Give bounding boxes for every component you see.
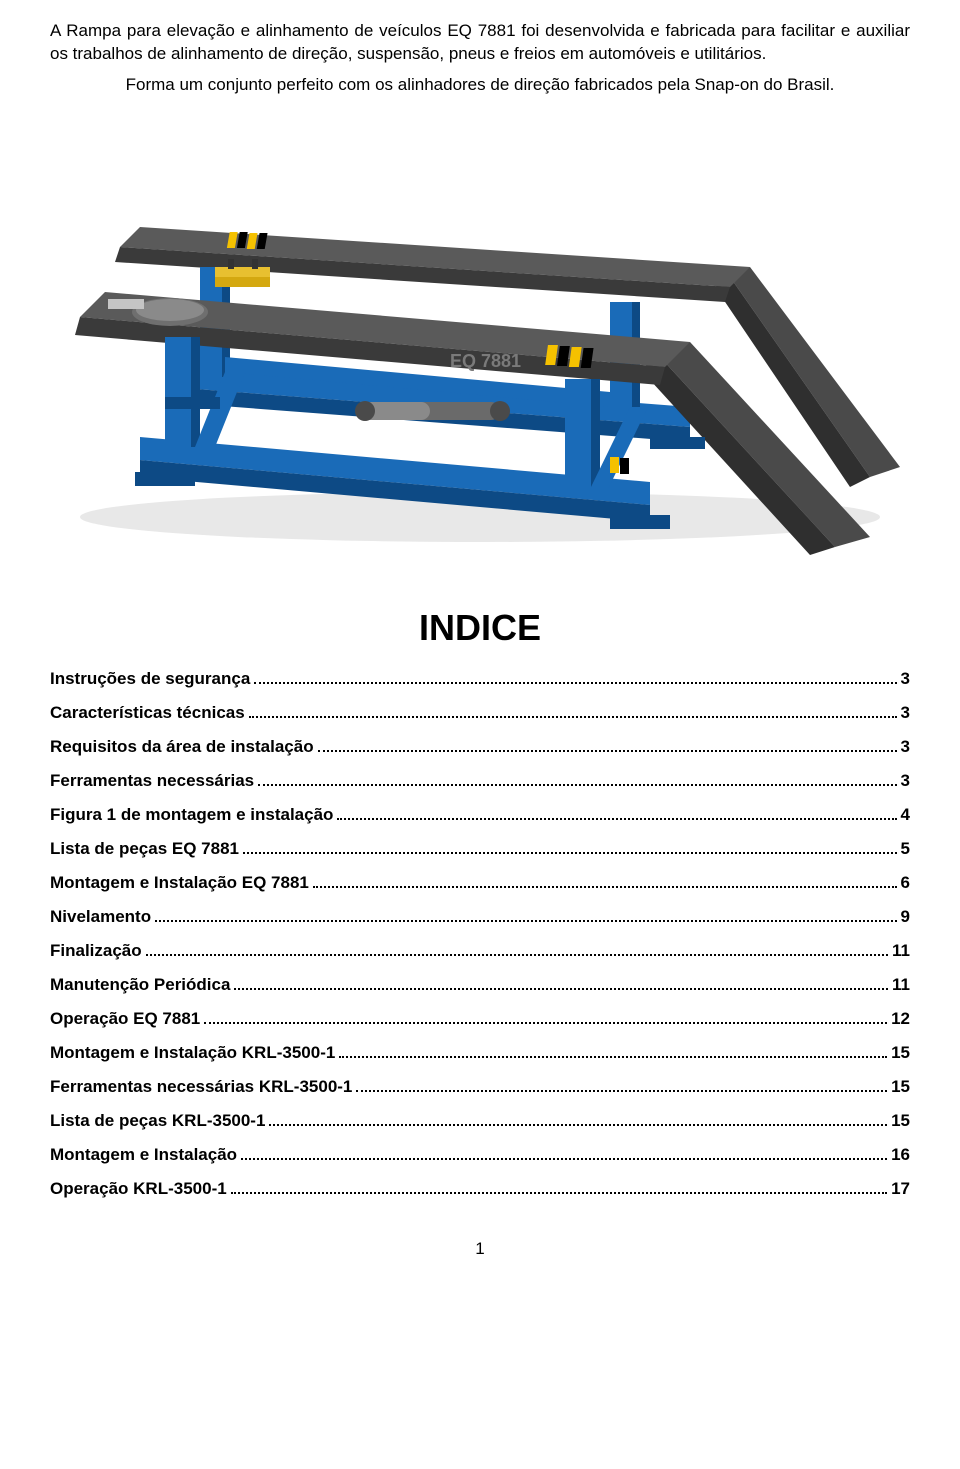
toc-entry: Montagem e Instalação KRL-3500-1 15 [50,1043,910,1063]
toc-dots [258,784,896,786]
toc-entry: Nivelamento 9 [50,907,910,927]
toc-entry: Requisitos da área de instalação 3 [50,737,910,757]
toc-label: Figura 1 de montagem e instalação [50,805,333,825]
toc-label: Finalização [50,941,142,961]
toc-entry: Lista de peças EQ 7881 5 [50,839,910,859]
intro-paragraph-1: A Rampa para elevação e alinhamento de v… [50,20,910,66]
toc-label: Montagem e Instalação EQ 7881 [50,873,309,893]
toc-page: 3 [901,737,910,757]
toc-entry: Ferramentas necessárias 3 [50,771,910,791]
toc-dots [313,886,897,888]
toc-dots [243,852,897,854]
toc-entry: Operação EQ 7881 12 [50,1009,910,1029]
toc-dots [234,988,888,990]
toc-entry: Montagem e Instalação EQ 7881 6 [50,873,910,893]
toc-page: 12 [891,1009,910,1029]
toc-entry: Lista de peças KRL-3500-1 15 [50,1111,910,1131]
toc-page: 11 [892,941,910,961]
toc-label: Manutenção Periódica [50,975,230,995]
toc-page: 15 [891,1111,910,1131]
toc-page: 3 [901,669,910,689]
intro-paragraph-2: Forma um conjunto perfeito com os alinha… [50,74,910,97]
toc-page: 15 [891,1077,910,1097]
toc-page: 9 [901,907,910,927]
toc-label: Nivelamento [50,907,151,927]
toc-dots [269,1124,887,1126]
toc-label: Operação KRL-3500-1 [50,1179,227,1199]
toc-dots [249,716,897,718]
toc-entry: Manutenção Periódica 11 [50,975,910,995]
toc-label: Lista de peças EQ 7881 [50,839,239,859]
toc-page: 11 [892,975,910,995]
toc-label: Operação EQ 7881 [50,1009,200,1029]
toc-page: 5 [901,839,910,859]
toc-label: Montagem e Instalação KRL-3500-1 [50,1043,335,1063]
toc-entry: Montagem e Instalação 16 [50,1145,910,1165]
toc-label: Lista de peças KRL-3500-1 [50,1111,265,1131]
toc-page: 6 [901,873,910,893]
toc-entry: Ferramentas necessárias KRL-3500-1 15 [50,1077,910,1097]
toc-page: 16 [891,1145,910,1165]
toc-dots [231,1192,887,1194]
toc-dots [254,682,896,684]
toc-page: 15 [891,1043,910,1063]
page-number: 1 [50,1239,910,1259]
toc-dots [155,920,896,922]
toc-entry: Finalização 11 [50,941,910,961]
toc-entry: Figura 1 de montagem e instalação 4 [50,805,910,825]
toc-page: 17 [891,1179,910,1199]
toc-page: 3 [901,771,910,791]
toc-entry: Instruções de segurança 3 [50,669,910,689]
toc-label: Ferramentas necessárias [50,771,254,791]
toc-dots [241,1158,887,1160]
table-of-contents: Instruções de segurança 3 Característica… [50,669,910,1199]
toc-dots [356,1090,887,1092]
indice-title: INDICE [50,607,910,649]
toc-label: Montagem e Instalação [50,1145,237,1165]
toc-dots [339,1056,887,1058]
toc-entry: Características técnicas 3 [50,703,910,723]
svg-text:EQ 7881: EQ 7881 [450,351,521,371]
toc-label: Requisitos da área de instalação [50,737,314,757]
toc-page: 4 [901,805,910,825]
toc-page: 3 [901,703,910,723]
toc-dots [204,1022,887,1024]
product-illustration: EQ 7881 [50,117,910,557]
toc-label: Instruções de segurança [50,669,250,689]
toc-label: Características técnicas [50,703,245,723]
toc-dots [318,750,897,752]
toc-label: Ferramentas necessárias KRL-3500-1 [50,1077,352,1097]
toc-dots [337,818,896,820]
toc-entry: Operação KRL-3500-1 17 [50,1179,910,1199]
toc-dots [146,954,888,956]
